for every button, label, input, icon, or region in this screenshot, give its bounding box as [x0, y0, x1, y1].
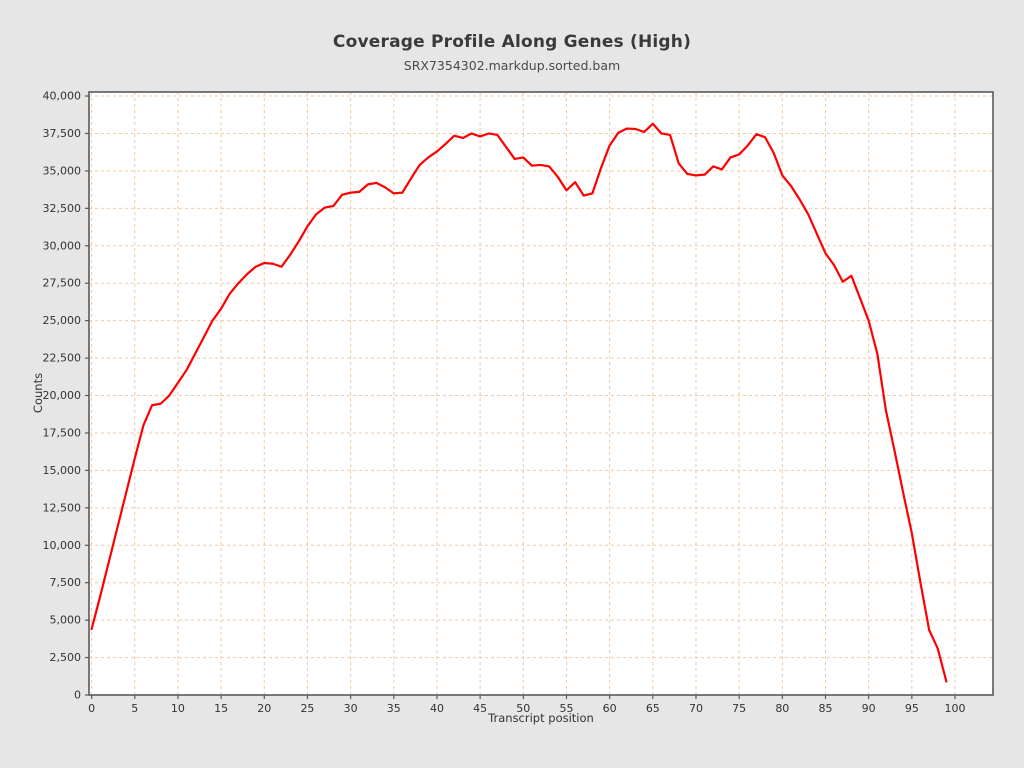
x-tick-label: 90	[862, 702, 876, 715]
axis-ticks	[85, 95, 956, 699]
x-tick-label: 15	[214, 702, 228, 715]
y-tick-label: 17,500	[43, 426, 82, 439]
x-tick-label: 40	[430, 702, 444, 715]
x-tick-label: 55	[559, 702, 573, 715]
y-tick-label: 10,000	[43, 539, 82, 552]
x-tick-label: 5	[131, 702, 138, 715]
chart-title: Coverage Profile Along Genes (High)	[332, 32, 692, 52]
x-tick-label: 25	[300, 702, 314, 715]
y-tick-label: 7,500	[50, 576, 82, 589]
y-tick-label: 32,500	[43, 202, 82, 215]
y-tick-label: 22,500	[43, 352, 82, 365]
x-tick-label: 65	[646, 702, 660, 715]
y-tick-label: 35,000	[43, 164, 82, 177]
y-tick-label: 12,500	[43, 501, 82, 514]
y-tick-label: 30,000	[43, 239, 82, 252]
y-tick-label: 25,000	[43, 314, 82, 327]
series-line-coverage	[90, 122, 948, 683]
x-axis-title: Transcript position	[488, 711, 594, 725]
x-tick-label: 0	[88, 702, 95, 715]
x-tick-label: 70	[689, 702, 703, 715]
axis-tick-labels: 0 5 10 15 20 25 30 35 40 45 50 55 60 65 70 75 80 85 90 95 10…	[43, 90, 966, 715]
x-tick-label: 50	[516, 702, 530, 715]
plot-area	[89, 92, 993, 695]
y-axis-title: Counts	[31, 372, 45, 414]
y-tick-label: 2,500	[50, 651, 82, 664]
y-tick-label: 27,500	[43, 277, 82, 290]
x-tick-label: 45	[473, 702, 487, 715]
y-tick-label: 40,000	[43, 90, 82, 103]
x-tick-label: 100	[945, 702, 966, 715]
x-tick-label: 75	[732, 702, 746, 715]
x-tick-label: 20	[257, 702, 271, 715]
chart-subtitle: SRX7354302.markdup.sorted.bam	[403, 58, 621, 73]
x-tick-label: 10	[171, 702, 185, 715]
x-tick-label: 35	[387, 702, 401, 715]
x-tick-label: 85	[818, 702, 832, 715]
y-tick-label: 0	[74, 689, 81, 702]
y-tick-label: 20,000	[43, 389, 82, 402]
y-tick-label: 5,000	[50, 614, 82, 627]
plot-border	[88, 91, 994, 696]
x-tick-label: 95	[905, 702, 919, 715]
y-tick-label: 37,500	[43, 127, 82, 140]
y-tick-label: 15,000	[43, 464, 82, 477]
x-tick-label: 60	[603, 702, 617, 715]
x-tick-label: 30	[344, 702, 358, 715]
x-tick-label: 80	[775, 702, 789, 715]
